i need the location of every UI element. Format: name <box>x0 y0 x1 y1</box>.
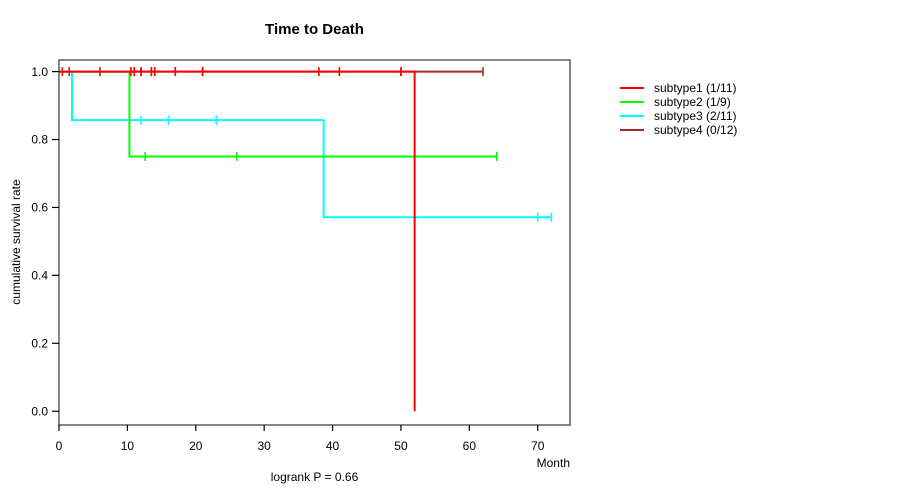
x-tick-label: 10 <box>121 439 135 453</box>
y-axis-label: cumulative survival rate <box>9 179 23 305</box>
legend-swatch <box>620 87 644 89</box>
legend-swatch <box>620 101 644 103</box>
legend-label: subtype3 (2/11) <box>654 109 737 123</box>
x-tick-label: 40 <box>326 439 340 453</box>
x-tick-label: 20 <box>189 439 203 453</box>
survival-curve <box>59 70 497 158</box>
y-tick-label: 0.8 <box>31 133 48 147</box>
legend-label: subtype2 (1/9) <box>654 95 731 109</box>
legend-item: subtype4 (0/12) <box>620 123 737 137</box>
y-tick-label: 1.0 <box>31 65 48 79</box>
legend-item: subtype1 (1/11) <box>620 81 737 95</box>
legend-swatch <box>620 129 644 131</box>
x-tick-label: 70 <box>531 439 545 453</box>
x-tick-label: 50 <box>394 439 408 453</box>
y-tick-label: 0.0 <box>31 404 48 418</box>
x-tick-label: 60 <box>463 439 477 453</box>
chart-title: Time to Death <box>265 21 364 38</box>
y-tick-label: 0.2 <box>31 336 48 350</box>
x-tick-label: 30 <box>257 439 271 453</box>
legend-item: subtype3 (2/11) <box>620 109 737 123</box>
legend-item: subtype2 (1/9) <box>620 95 737 109</box>
y-tick-label: 0.4 <box>31 269 48 283</box>
plot-frame <box>58 59 571 426</box>
legend-swatch <box>620 115 644 117</box>
y-tick-label: 0.6 <box>31 201 48 215</box>
legend-label: subtype1 (1/11) <box>654 81 737 95</box>
survival-curve <box>59 70 552 219</box>
legend: subtype1 (1/11) subtype2 (1/9) subtype3 (2… <box>620 81 737 137</box>
logrank-pvalue-annotation: logrank P = 0.66 <box>270 470 359 484</box>
survival-curve <box>59 70 416 412</box>
legend-label: subtype4 (0/12) <box>654 123 738 137</box>
x-tick-label: 0 <box>56 439 63 453</box>
x-axis-label: Month <box>536 456 570 470</box>
